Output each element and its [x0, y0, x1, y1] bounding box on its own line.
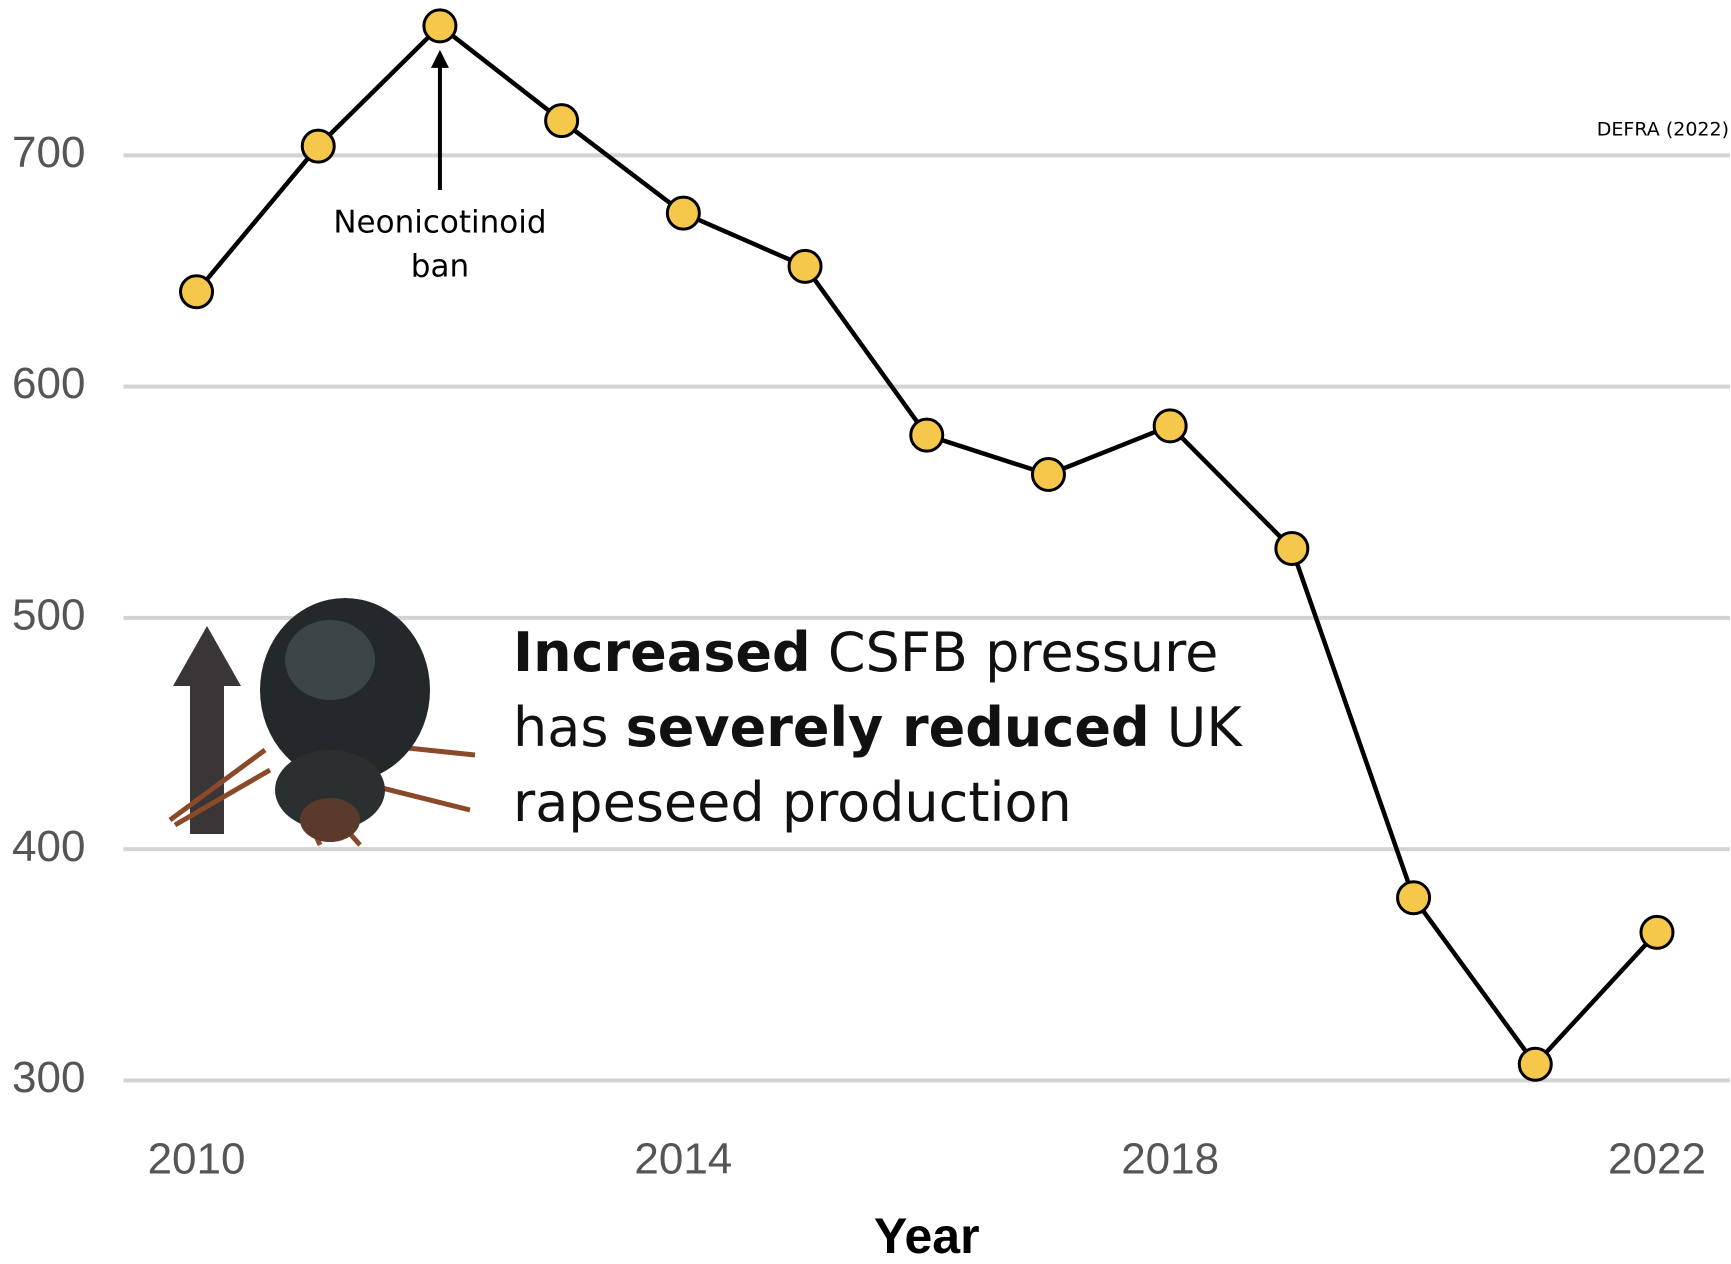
- message-segment: rapeseed production: [513, 771, 1072, 834]
- x-tick-label: 2010: [148, 1135, 246, 1184]
- message-line: has severely reduced UK: [513, 696, 1243, 759]
- data-point: [422, 8, 458, 44]
- annotation-text: Neonicotinoid: [333, 205, 546, 241]
- data-point: [665, 195, 701, 231]
- data-point: [1639, 914, 1675, 950]
- y-tick-label: 300: [12, 1053, 85, 1102]
- y-tick-label: 700: [12, 128, 85, 177]
- x-tick-label: 2014: [634, 1135, 732, 1184]
- data-point: [179, 274, 215, 310]
- message-segment: Increased: [513, 621, 811, 684]
- message-line: Increased CSFB pressure: [513, 621, 1218, 684]
- y-tick-label: 400: [12, 822, 85, 871]
- data-point: [1274, 531, 1310, 566]
- x-tick-label: 2022: [1608, 1135, 1706, 1184]
- data-point: [544, 103, 580, 139]
- data-point: [300, 128, 336, 164]
- source-note: DEFRA (2022): [1597, 119, 1729, 141]
- beetle-illustration: [168, 598, 476, 847]
- annotation-text: ban: [411, 249, 469, 285]
- message-segment: has: [513, 696, 626, 759]
- data-point: [1517, 1046, 1553, 1082]
- data-point: [787, 248, 823, 284]
- message-segment: UK: [1150, 696, 1244, 759]
- data-point: [1030, 456, 1066, 492]
- data-line: [194, 22, 1659, 1068]
- x-axis-title: Year: [874, 1208, 980, 1264]
- pressure-arrow: [173, 626, 241, 834]
- data-point: [909, 417, 945, 453]
- y-tick-label: 500: [12, 591, 85, 640]
- data-point: [1152, 408, 1188, 444]
- message-line: rapeseed production: [513, 771, 1072, 834]
- y-tick-label: 600: [12, 359, 85, 408]
- message-segment: severely reduced: [626, 696, 1150, 759]
- message-segment: CSFB pressure: [811, 621, 1219, 684]
- data-point: [1396, 880, 1432, 916]
- x-tick-label: 2018: [1121, 1135, 1219, 1184]
- annotation-arrowhead: [430, 49, 449, 68]
